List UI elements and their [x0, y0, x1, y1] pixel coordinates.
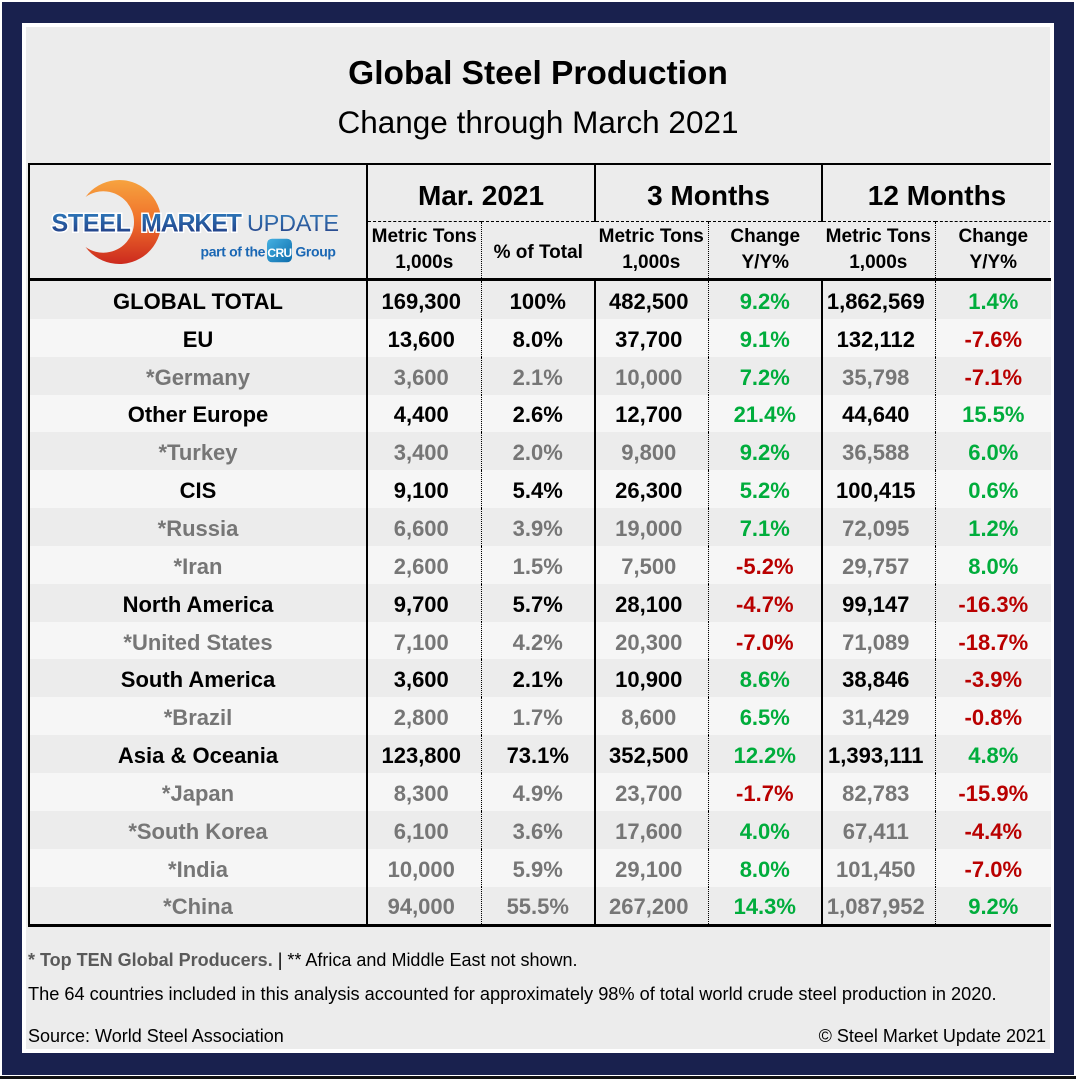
svg-text:STEEL: STEEL — [52, 210, 131, 238]
svg-text:Group: Group — [295, 244, 335, 260]
svg-text:CRU: CRU — [267, 246, 291, 260]
svg-text:UPDATE: UPDATE — [247, 210, 339, 236]
svg-text:MARKET: MARKET — [141, 210, 242, 238]
svg-text:part of the: part of the — [201, 244, 266, 260]
